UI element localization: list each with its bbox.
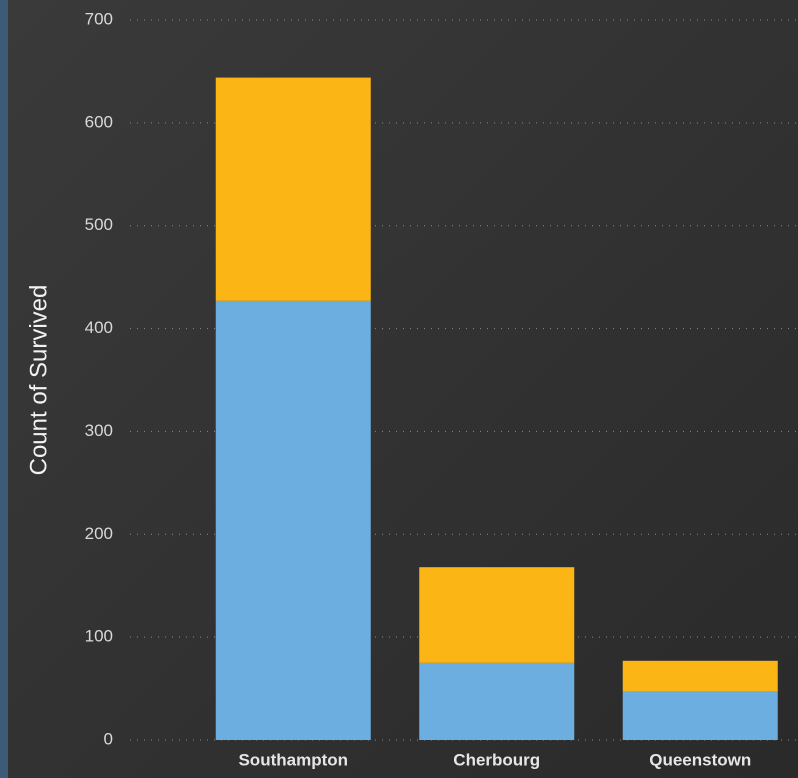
x-tick-label: Southampton [238,750,348,769]
bar-segment [419,662,575,740]
y-tick-label: 300 [85,421,113,440]
y-tick-label: 100 [85,627,113,646]
y-tick-label: 600 [85,112,113,131]
x-tick-label: Cherbourg [453,750,540,769]
bar-segment [215,300,371,740]
y-tick-label: 500 [85,215,113,234]
bar-segment [419,567,575,663]
bar-segment [622,660,778,692]
edge-strip [0,0,8,778]
y-tick-label: 0 [104,729,113,748]
y-tick-label: 200 [85,524,113,543]
x-tick-label: Queenstown [649,750,751,769]
y-tick-label: 700 [85,9,113,28]
y-tick-label: 400 [85,318,113,337]
bar-segment [215,77,371,301]
y-axis-title: Count of Survived [25,285,52,476]
bar-segment [622,691,778,740]
